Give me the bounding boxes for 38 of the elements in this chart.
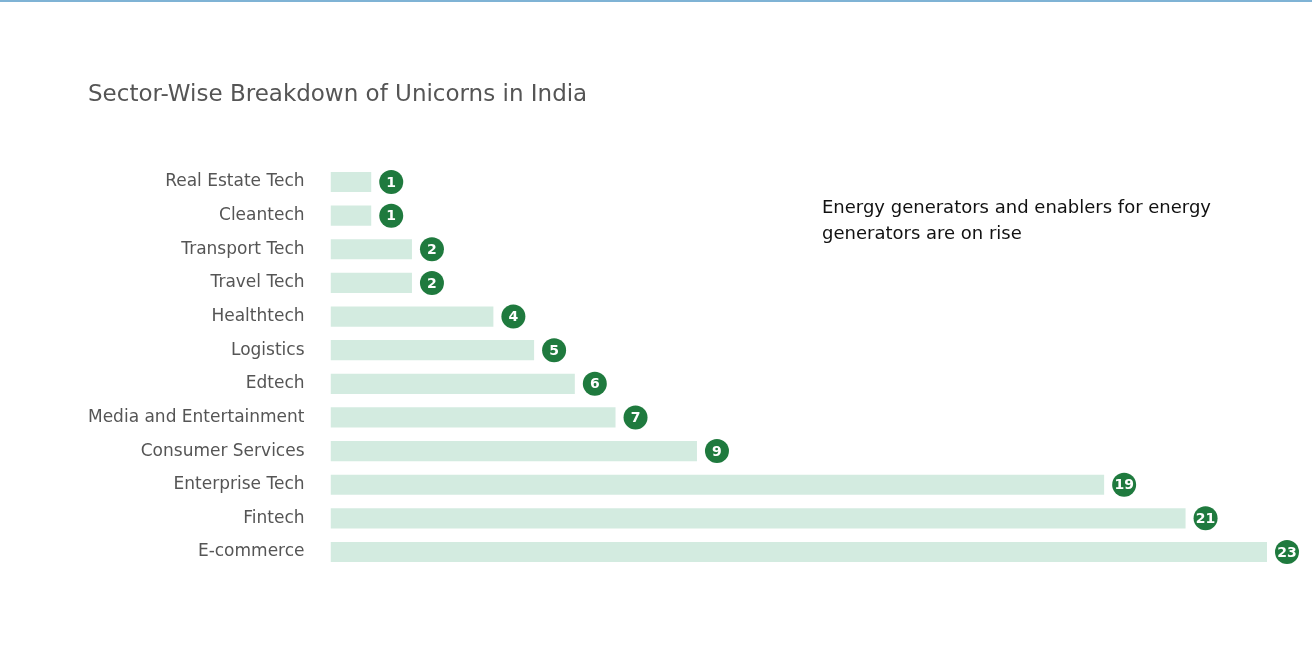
y-tick-label: Media and Entertainment xyxy=(87,405,305,426)
y-tick-label: Real Estate Tech xyxy=(165,170,305,191)
bar xyxy=(330,373,575,394)
y-tick-label: Enterprise Tech xyxy=(173,473,305,494)
bar xyxy=(330,205,372,226)
y-tick-label: Healthtech xyxy=(211,304,305,325)
data-label: 6 xyxy=(589,375,600,392)
annotation: Energy generators and enablers for energy generators are on rise xyxy=(822,195,1212,245)
bar xyxy=(330,407,616,428)
bar xyxy=(330,508,1186,529)
y-tick-label: Edtech xyxy=(245,372,305,393)
bar xyxy=(330,541,1267,563)
bar xyxy=(330,272,412,294)
data-label: 2 xyxy=(427,274,437,291)
data-label: 21 xyxy=(1195,509,1216,526)
y-tick-label: Logistics xyxy=(230,338,305,359)
y-tick-label: E-commerce xyxy=(197,540,305,561)
data-label: 1 xyxy=(386,173,397,190)
bar xyxy=(330,474,1105,495)
data-label: 19 xyxy=(1114,476,1134,493)
data-label: 9 xyxy=(712,442,722,459)
data-label: 5 xyxy=(549,341,559,358)
bar xyxy=(330,306,494,327)
data-label: 1 xyxy=(386,207,397,224)
data-label: 2 xyxy=(427,240,437,257)
bar xyxy=(330,340,535,361)
y-tick-label: Transport Tech xyxy=(180,237,305,258)
y-tick-label: Cleantech xyxy=(219,204,305,225)
y-tick-label: Travel Tech xyxy=(209,271,305,292)
data-label: 23 xyxy=(1277,543,1297,560)
bar xyxy=(330,440,697,462)
data-label: 7 xyxy=(630,409,641,426)
y-tick-label: Fintech xyxy=(243,506,305,527)
data-label: 4 xyxy=(508,308,519,325)
chart-title: Sector-Wise Breakdown of Unicorns in India xyxy=(88,80,588,106)
bar xyxy=(330,239,412,260)
y-tick-label: Consumer Services xyxy=(140,439,305,460)
bar xyxy=(330,171,372,193)
